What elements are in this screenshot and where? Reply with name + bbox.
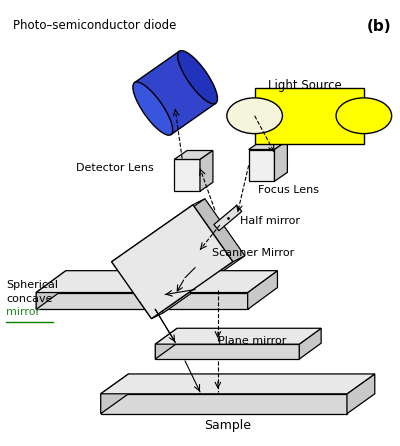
Polygon shape [200, 150, 213, 191]
Polygon shape [249, 149, 274, 181]
Polygon shape [36, 293, 248, 310]
Text: Detector Lens: Detector Lens [76, 163, 154, 173]
Polygon shape [101, 374, 128, 414]
Polygon shape [299, 328, 321, 359]
Ellipse shape [336, 98, 392, 134]
Text: Half mirror: Half mirror [240, 216, 300, 226]
Polygon shape [174, 150, 213, 159]
Text: concave: concave [6, 293, 53, 304]
Polygon shape [36, 271, 66, 310]
Polygon shape [193, 199, 245, 262]
Polygon shape [101, 374, 375, 394]
Polygon shape [155, 344, 299, 359]
Text: Photo–semiconductor diode: Photo–semiconductor diode [13, 20, 177, 33]
Text: Sample: Sample [204, 419, 251, 432]
Text: Scanner Mirror: Scanner Mirror [212, 248, 294, 258]
Polygon shape [155, 328, 321, 344]
Polygon shape [152, 256, 245, 319]
Polygon shape [255, 88, 364, 144]
Polygon shape [134, 51, 216, 135]
Polygon shape [112, 199, 205, 262]
Polygon shape [36, 271, 278, 293]
Polygon shape [155, 328, 177, 359]
Polygon shape [249, 140, 287, 149]
Polygon shape [112, 205, 233, 319]
Polygon shape [274, 140, 287, 181]
Text: Plane mirror: Plane mirror [218, 336, 286, 346]
Text: Spherical: Spherical [6, 280, 58, 289]
Polygon shape [174, 159, 200, 191]
Text: Focus Lens: Focus Lens [258, 185, 318, 195]
Text: Light Source: Light Source [268, 79, 341, 92]
Text: (b): (b) [367, 20, 392, 34]
Text: mirror: mirror [6, 307, 40, 318]
Ellipse shape [227, 98, 282, 134]
Polygon shape [101, 394, 347, 414]
Polygon shape [214, 206, 242, 231]
Polygon shape [112, 256, 163, 319]
Ellipse shape [178, 50, 218, 104]
Polygon shape [248, 271, 278, 310]
Polygon shape [124, 199, 245, 313]
Ellipse shape [133, 82, 173, 135]
Polygon shape [347, 374, 375, 414]
